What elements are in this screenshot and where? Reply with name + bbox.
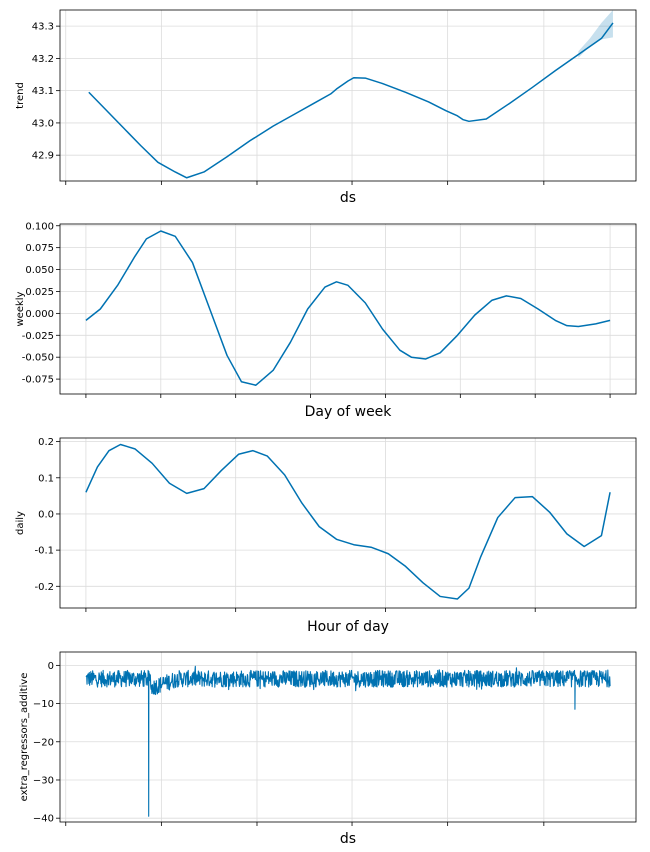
ytick-label: −30 [33,775,54,786]
ytick-label: −40 [33,814,54,825]
ytick-label: -0.1 [34,546,54,557]
ytick-label: 43.1 [32,86,54,97]
x-axis-label: ds [340,831,356,847]
x-axis-label: Day of week [305,404,393,420]
x-axis-label: Hour of day [307,619,389,635]
ytick-label: 43.2 [32,54,54,65]
axes-frame [59,651,637,823]
x-axis-label: ds [340,190,356,206]
axes-frame [59,9,637,182]
ytick-label: -0.025 [22,331,54,342]
daily-panel: 0.2 0.1 0.0 -0.1 -0.2 Hour of day daily [15,437,637,635]
y-axis-label: weekly [15,291,26,326]
series-line [85,665,611,817]
ytick-label: 0 [48,661,54,672]
ytick-label: 0.2 [38,437,54,448]
ytick-label: -0.2 [34,582,54,593]
ytick-label: 0.075 [25,243,54,254]
uncertainty-band [578,10,613,58]
ytick-label: -0.075 [22,375,54,386]
ytick-label: −10 [33,699,54,710]
ytick-label: 0.000 [25,309,54,320]
y-axis-label: trend [15,82,26,109]
ytick-label: 0.1 [38,473,54,484]
y-axis-label: extra_regressors_additive [19,673,30,802]
weekly-panel: 0.100 0.075 0.050 0.025 0.000 -0.025 -0.050 -0.… [15,221,637,420]
axes-frame [59,223,637,395]
ytick-label: 43.0 [32,118,54,129]
ytick-label: 42.9 [32,151,54,162]
ytick-label: −20 [33,737,54,748]
ytick-label: 0.050 [25,265,54,276]
trend-panel: 42.9 43.0 43.1 43.2 43.3 ds trend [15,9,637,206]
ytick-label: 0.100 [25,221,54,232]
series-line [85,443,611,600]
ytick-label: -0.050 [22,353,54,364]
ytick-label: 0.025 [25,287,54,298]
ytick-label: 43.3 [32,22,54,33]
ytick-label: 0.0 [38,509,54,520]
series-line [88,22,614,179]
axes-frame [59,437,637,609]
extra-regressors-panel: 0 −10 −20 −30 −40 ds extra_regressors_additive [19,651,637,847]
series-line [85,230,611,386]
y-axis-label: daily [15,511,26,535]
